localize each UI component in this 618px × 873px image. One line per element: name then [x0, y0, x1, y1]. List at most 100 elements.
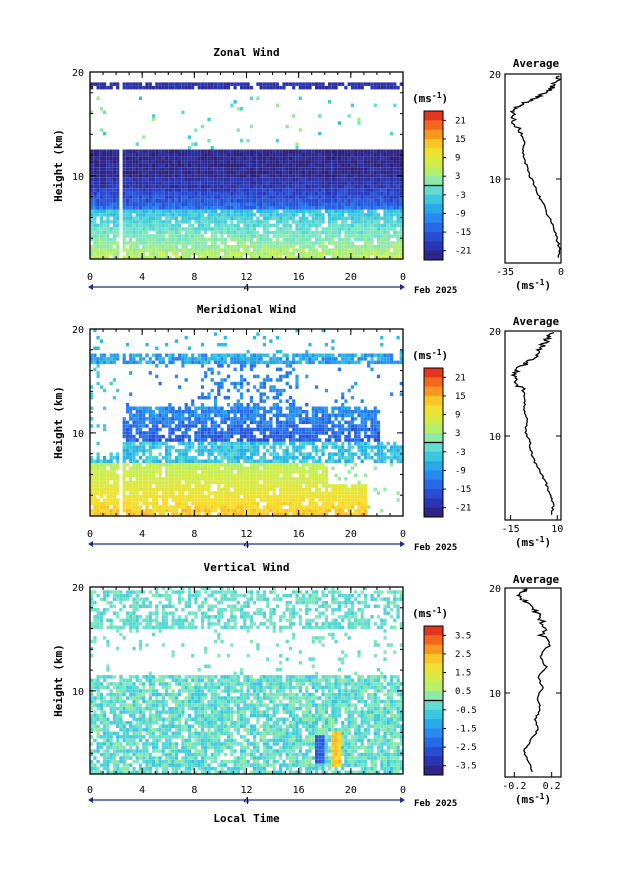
- heatmap-cell: [207, 360, 211, 365]
- heatmap-cell: [223, 395, 227, 400]
- heatmap-cell: [93, 82, 97, 86]
- heatmap-cell: [99, 494, 103, 499]
- heatmap-cell: [269, 494, 273, 499]
- heatmap-cell: [217, 174, 221, 178]
- heatmap-cell: [181, 241, 185, 245]
- heatmap-cell: [233, 431, 237, 435]
- heatmap-cell: [155, 149, 159, 153]
- heatmap-cell: [161, 357, 165, 361]
- heatmap-cell: [129, 427, 133, 432]
- heatmap-cell: [187, 195, 191, 199]
- heatmap-cell: [210, 160, 214, 164]
- heatmap-cell: [363, 251, 368, 256]
- heatmap-cell: [220, 417, 224, 421]
- heatmap-cell: [204, 357, 208, 361]
- heatmap-cell: [292, 85, 296, 90]
- heatmap-cell: [233, 234, 237, 238]
- heatmap-cell: [151, 494, 156, 499]
- heatmap-cell: [171, 459, 175, 463]
- heatmap-cell: [363, 244, 368, 249]
- heatmap-cell: [285, 480, 289, 485]
- heatmap-cell: [165, 230, 169, 235]
- colorbar-segment: [424, 166, 443, 177]
- heatmap-cell: [116, 85, 120, 90]
- heatmap-cell: [181, 420, 185, 425]
- heatmap-cell: [269, 357, 273, 361]
- heatmap-cell: [138, 170, 143, 175]
- heatmap-cell: [243, 241, 247, 245]
- heatmap-cell: [197, 463, 201, 467]
- heatmap-cell: [122, 206, 126, 210]
- heatmap-cell: [272, 223, 276, 228]
- heatmap-cell: [328, 248, 332, 252]
- heatmap-cell: [253, 512, 257, 516]
- heatmap-cell: [181, 184, 185, 189]
- heatmap-cell: [275, 209, 279, 213]
- heatmap-cell: [246, 445, 250, 449]
- heatmap-cell: [197, 438, 201, 442]
- heatmap-cell: [129, 167, 133, 171]
- heatmap-cell: [184, 445, 188, 449]
- heatmap-cell: [275, 406, 279, 410]
- heatmap-cell: [383, 237, 387, 242]
- heatmap-cell: [161, 441, 165, 446]
- heatmap-cell: [233, 85, 237, 90]
- heatmap-cell: [194, 505, 198, 509]
- heatmap-cell: [253, 160, 257, 164]
- heatmap-cell: [308, 153, 312, 157]
- heatmap-cell: [168, 213, 172, 217]
- heatmap-cell: [174, 191, 178, 196]
- heatmap-cell: [266, 505, 270, 509]
- heatmap-cell: [99, 505, 103, 509]
- heatmap-cell: [223, 494, 227, 499]
- heatmap-cell: [367, 177, 371, 182]
- heatmap-cell: [109, 153, 113, 157]
- heatmap-cell: [158, 255, 162, 259]
- heatmap-cell: [236, 353, 240, 357]
- heatmap-cell: [207, 395, 211, 400]
- heatmap-cell: [301, 149, 306, 153]
- heatmap-cell: [135, 149, 139, 153]
- heatmap-cell: [285, 473, 289, 478]
- heatmap-cell: [266, 213, 270, 217]
- heatmap-cell: [233, 491, 237, 495]
- heatmap-cell: [178, 167, 182, 171]
- heatmap-cell: [399, 227, 403, 231]
- heatmap-cell: [305, 209, 309, 213]
- heatmap-cell: [148, 85, 152, 90]
- heatmap-cell: [148, 167, 152, 171]
- heatmap-cell: [262, 241, 266, 245]
- heatmap-cell: [275, 184, 279, 189]
- heatmap-cell: [184, 167, 188, 171]
- heatmap-cell: [174, 480, 178, 485]
- heatmap-cell: [197, 484, 201, 488]
- heatmap-cell: [226, 251, 231, 256]
- heatmap-cell: [376, 251, 381, 256]
- heatmap-cell: [187, 82, 191, 86]
- heatmap-cell: [132, 163, 136, 168]
- heatmap-cell: [220, 385, 224, 389]
- heatmap-cell: [204, 371, 208, 375]
- heatmap-cell: [376, 220, 381, 224]
- heatmap-cell: [367, 199, 371, 203]
- heatmap-cell: [249, 353, 253, 357]
- heatmap-cell: [106, 244, 110, 249]
- heatmap-cell: [207, 170, 211, 175]
- heatmap-cell: [230, 82, 234, 86]
- heatmap-cell: [367, 195, 371, 199]
- heatmap-cell: [315, 241, 319, 245]
- heatmap-cell: [282, 463, 286, 467]
- heatmap-cell: [103, 487, 107, 492]
- heatmap-cell: [171, 360, 175, 365]
- heatmap-cell: [253, 494, 257, 499]
- heatmap-cell: [161, 512, 165, 516]
- heatmap-cell: [181, 237, 185, 242]
- colorbar-segment: [424, 232, 443, 242]
- heatmap-cell: [145, 177, 149, 182]
- heatmap-cell: [230, 505, 234, 509]
- heatmap-cell: [96, 149, 100, 153]
- heatmap-cell: [138, 230, 143, 235]
- heatmap-cell: [399, 244, 403, 249]
- heatmap-cell: [272, 191, 276, 196]
- heatmap-cell: [243, 473, 247, 478]
